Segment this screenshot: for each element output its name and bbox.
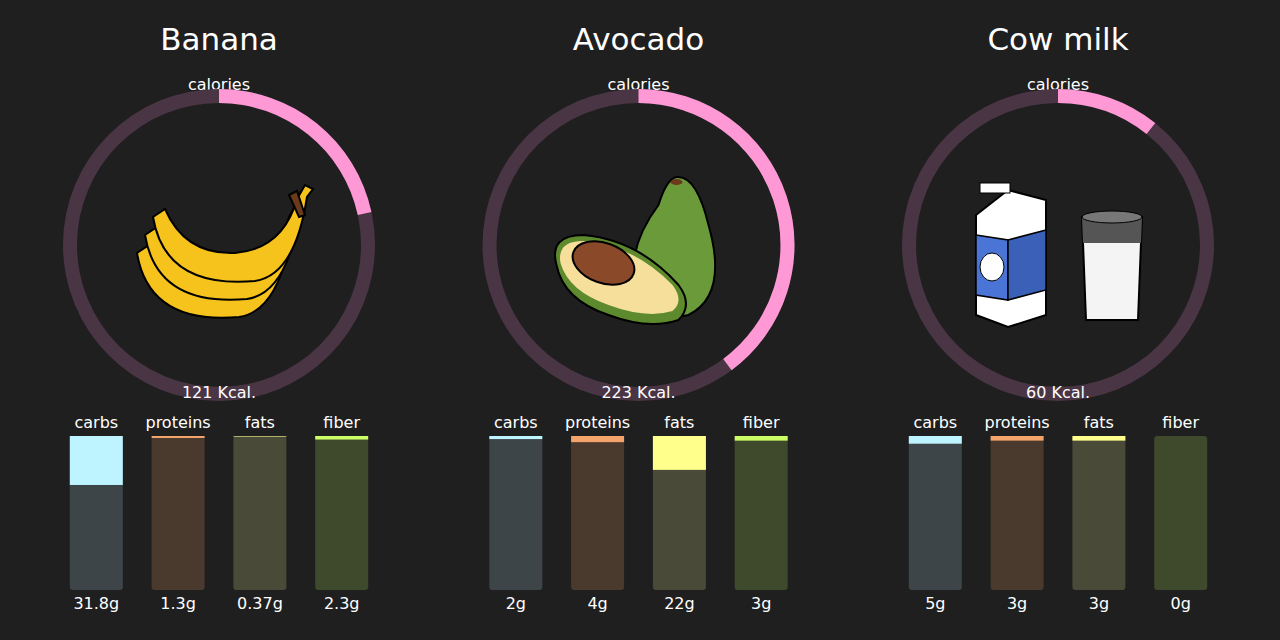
bar-track bbox=[1154, 436, 1207, 590]
bar-track bbox=[489, 436, 542, 590]
data-label: 2.3g bbox=[324, 594, 360, 613]
category-label: fats bbox=[664, 413, 694, 432]
icon bbox=[976, 183, 1142, 327]
gauge bbox=[63, 89, 375, 401]
category-label: carbs bbox=[74, 413, 118, 432]
icon-shape bbox=[671, 179, 683, 185]
bar bbox=[315, 436, 368, 440]
icon-shape bbox=[1008, 230, 1046, 300]
icon-shape bbox=[1082, 217, 1142, 320]
category-label: fats bbox=[1084, 413, 1114, 432]
category-label: proteins bbox=[984, 413, 1049, 432]
bar-track bbox=[233, 436, 286, 590]
icon-shape bbox=[567, 233, 641, 292]
bars bbox=[70, 436, 368, 485]
icon-shape bbox=[1082, 211, 1142, 223]
bar bbox=[735, 436, 788, 441]
chart-title: Cow milk bbox=[987, 21, 1128, 57]
bar bbox=[1154, 436, 1207, 437]
bar bbox=[653, 436, 706, 470]
gauge-value-label: 223 Kcal. bbox=[601, 383, 675, 402]
icon-shape bbox=[153, 185, 313, 282]
icon-shape bbox=[976, 190, 1046, 327]
bar bbox=[1072, 436, 1125, 441]
gauge-value bbox=[1058, 89, 1155, 134]
chart-title: Avocado bbox=[573, 21, 704, 57]
icon-shape bbox=[289, 191, 305, 217]
bar bbox=[152, 436, 205, 438]
data-label: 0.37g bbox=[237, 594, 283, 613]
data-label: 3g bbox=[1007, 594, 1027, 613]
category-label: carbs bbox=[494, 413, 538, 432]
category-label: fats bbox=[245, 413, 275, 432]
icon-shape bbox=[976, 235, 1008, 300]
bars bbox=[489, 436, 787, 470]
bar bbox=[233, 436, 286, 437]
gauge bbox=[902, 89, 1214, 401]
data-label: 3g bbox=[751, 594, 771, 613]
category-label: fiber bbox=[1162, 413, 1199, 432]
icon-shape bbox=[980, 253, 1004, 281]
bar-tracks bbox=[489, 436, 787, 590]
panel: Cow milkcalories60 Kcal.carbs5gproteins3… bbox=[902, 21, 1214, 613]
bar-track bbox=[735, 436, 788, 590]
data-label: 3g bbox=[1089, 594, 1109, 613]
icon bbox=[137, 185, 313, 318]
bar-track bbox=[315, 436, 368, 590]
bar-tracks bbox=[909, 436, 1207, 590]
bar-tracks bbox=[70, 436, 368, 590]
bar-track bbox=[991, 436, 1044, 590]
data-label: 5g bbox=[925, 594, 945, 613]
canvas: Bananacalories121 Kcal.carbs31.8gprotein… bbox=[0, 0, 1280, 640]
gauge bbox=[483, 89, 795, 401]
bar bbox=[909, 436, 962, 444]
category-label: proteins bbox=[145, 413, 210, 432]
bar bbox=[571, 436, 624, 442]
panel: Bananacalories121 Kcal.carbs31.8gprotein… bbox=[63, 21, 375, 613]
bar-track bbox=[70, 436, 123, 590]
bar-track bbox=[571, 436, 624, 590]
category-label: fiber bbox=[743, 413, 780, 432]
bar-track bbox=[909, 436, 962, 590]
category-label: fiber bbox=[323, 413, 360, 432]
bars bbox=[909, 436, 1126, 444]
bar bbox=[991, 436, 1044, 441]
gauge-track bbox=[483, 89, 795, 401]
data-label: 2g bbox=[506, 594, 526, 613]
bar-track bbox=[152, 436, 205, 590]
data-label: 4g bbox=[587, 594, 607, 613]
category-label: proteins bbox=[565, 413, 630, 432]
data-label: 31.8g bbox=[73, 594, 119, 613]
gauge-track bbox=[902, 89, 1214, 401]
chart-title: Banana bbox=[160, 21, 278, 57]
icon bbox=[555, 177, 715, 324]
gauge-value-label: 121 Kcal. bbox=[182, 383, 256, 402]
bar-track bbox=[1072, 436, 1125, 590]
panel: Avocadocalories223 Kcal.carbs2gproteins4… bbox=[483, 21, 795, 613]
data-label: 0g bbox=[1171, 594, 1191, 613]
bar-track bbox=[653, 436, 706, 590]
data-label: 22g bbox=[664, 594, 695, 613]
gauge-value-label: 60 Kcal. bbox=[1026, 383, 1090, 402]
icon-shape bbox=[980, 183, 1010, 193]
data-label: 1.3g bbox=[160, 594, 196, 613]
bar bbox=[489, 436, 542, 439]
bar bbox=[70, 436, 123, 485]
gauge-track bbox=[63, 89, 375, 401]
category-label: carbs bbox=[913, 413, 957, 432]
